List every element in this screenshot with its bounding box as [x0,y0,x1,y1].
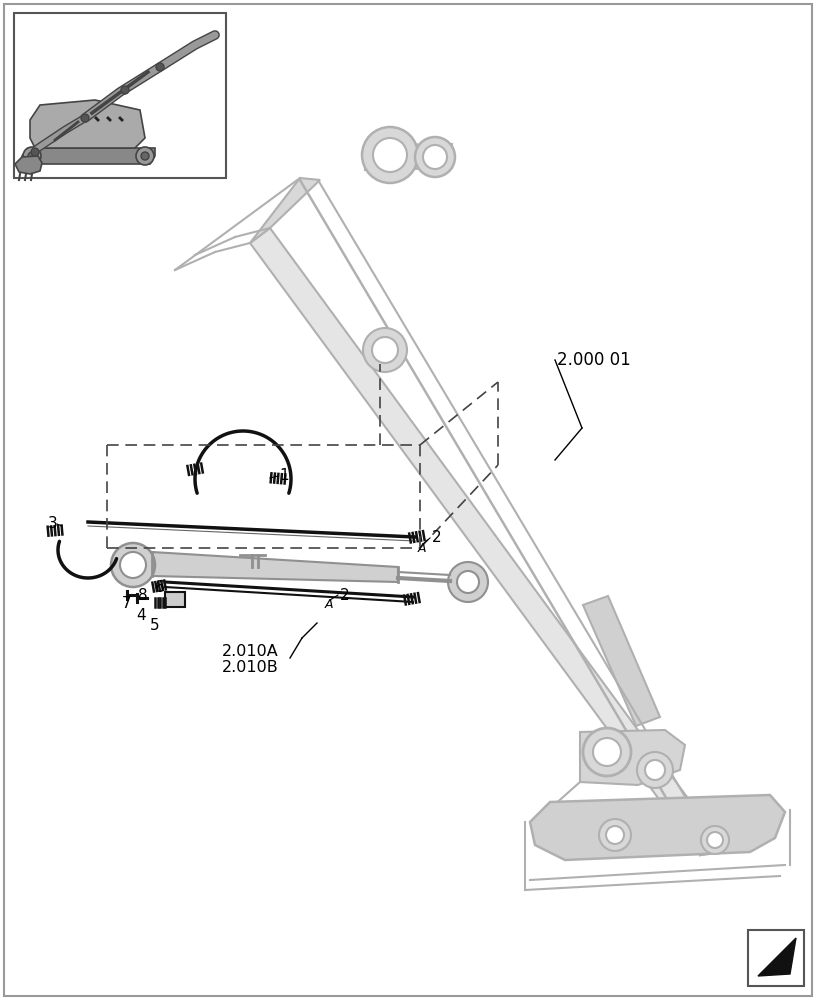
Circle shape [415,137,455,177]
Circle shape [701,826,729,854]
Text: 7: 7 [122,596,131,611]
Text: 1: 1 [279,468,289,484]
Circle shape [111,543,155,587]
Circle shape [23,147,41,165]
Circle shape [423,145,447,169]
Circle shape [121,86,129,94]
Circle shape [120,552,146,578]
Polygon shape [22,148,155,164]
Text: 2.010A: 2.010A [222,644,279,658]
Bar [748,930,804,986]
Polygon shape [165,592,185,607]
Circle shape [457,571,479,593]
Text: 6: 6 [155,580,165,595]
Circle shape [606,826,624,844]
Polygon shape [365,144,452,170]
Polygon shape [152,552,398,582]
Circle shape [81,114,89,122]
Polygon shape [580,730,685,785]
Text: 8: 8 [138,587,148,602]
Polygon shape [250,178,320,243]
Circle shape [136,147,154,165]
Polygon shape [583,596,660,726]
Text: 2.010B: 2.010B [222,660,279,676]
Circle shape [373,138,407,172]
Circle shape [645,760,665,780]
Circle shape [707,832,723,848]
Text: A: A [418,542,427,554]
Circle shape [28,152,36,160]
Bar [14,13,226,178]
Text: A: A [325,597,334,610]
Polygon shape [758,938,796,976]
Circle shape [593,738,621,766]
Polygon shape [530,795,785,860]
Circle shape [31,148,39,156]
Circle shape [583,728,631,776]
Circle shape [362,127,418,183]
Polygon shape [250,228,720,855]
Circle shape [599,819,631,851]
Text: 4: 4 [136,608,145,624]
Text: 2: 2 [432,530,441,546]
Text: 2.000 01: 2.000 01 [557,351,631,369]
Circle shape [637,752,673,788]
Circle shape [372,337,398,363]
Circle shape [363,328,407,372]
Text: 3: 3 [48,516,58,532]
Text: 5: 5 [150,618,160,634]
Polygon shape [30,100,145,148]
Circle shape [141,152,149,160]
Polygon shape [15,156,42,174]
Text: 2: 2 [340,587,349,602]
Circle shape [448,562,488,602]
Circle shape [156,63,164,71]
